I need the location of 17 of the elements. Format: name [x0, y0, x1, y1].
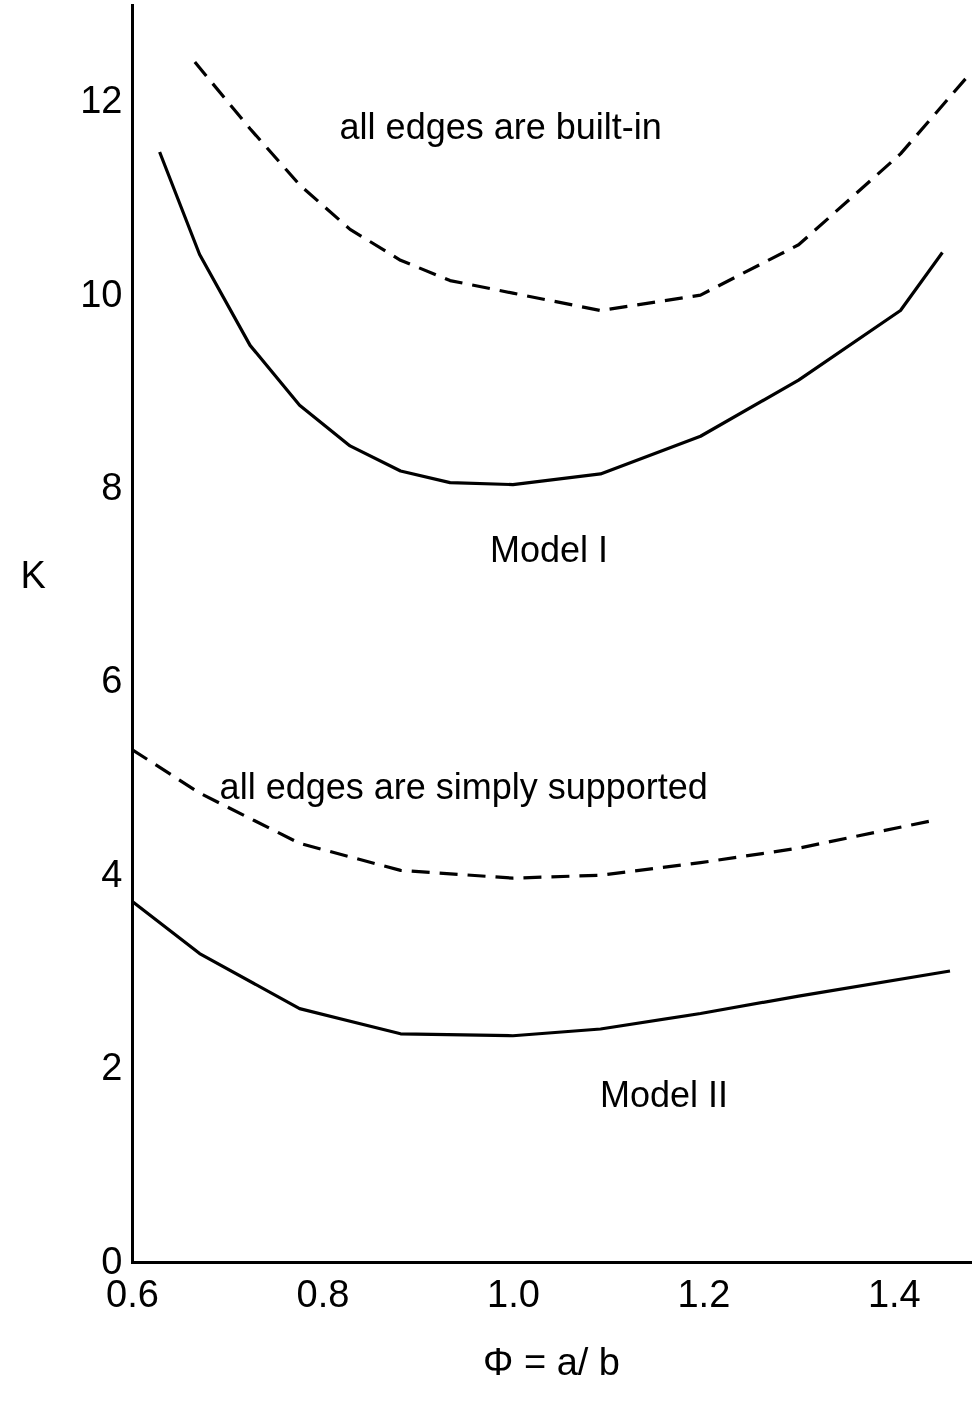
line-series	[158, 150, 944, 487]
x-tick-label: 1.4	[867, 1272, 921, 1315]
x-tick-label: 1.2	[677, 1272, 731, 1315]
y-tick-label: 6	[101, 659, 123, 702]
y-tick-label: 10	[80, 272, 123, 315]
y-tick-label: 4	[101, 852, 123, 895]
x-tick-label: 0.8	[296, 1272, 350, 1315]
y-axis-title: K	[20, 553, 46, 596]
y-tick-label: 8	[101, 465, 123, 508]
y-tick-label: 12	[80, 79, 123, 122]
series-label: all edges are simply supported	[219, 766, 708, 808]
series-label: all edges are built-in	[339, 105, 662, 147]
y-tick-label: 2	[101, 1046, 123, 1089]
series-label: Model II	[599, 1073, 728, 1115]
x-axis-title: Φ = a/ b	[482, 1340, 621, 1383]
x-tick-label: 1.0	[487, 1272, 540, 1315]
series-label: Model I	[489, 528, 608, 570]
